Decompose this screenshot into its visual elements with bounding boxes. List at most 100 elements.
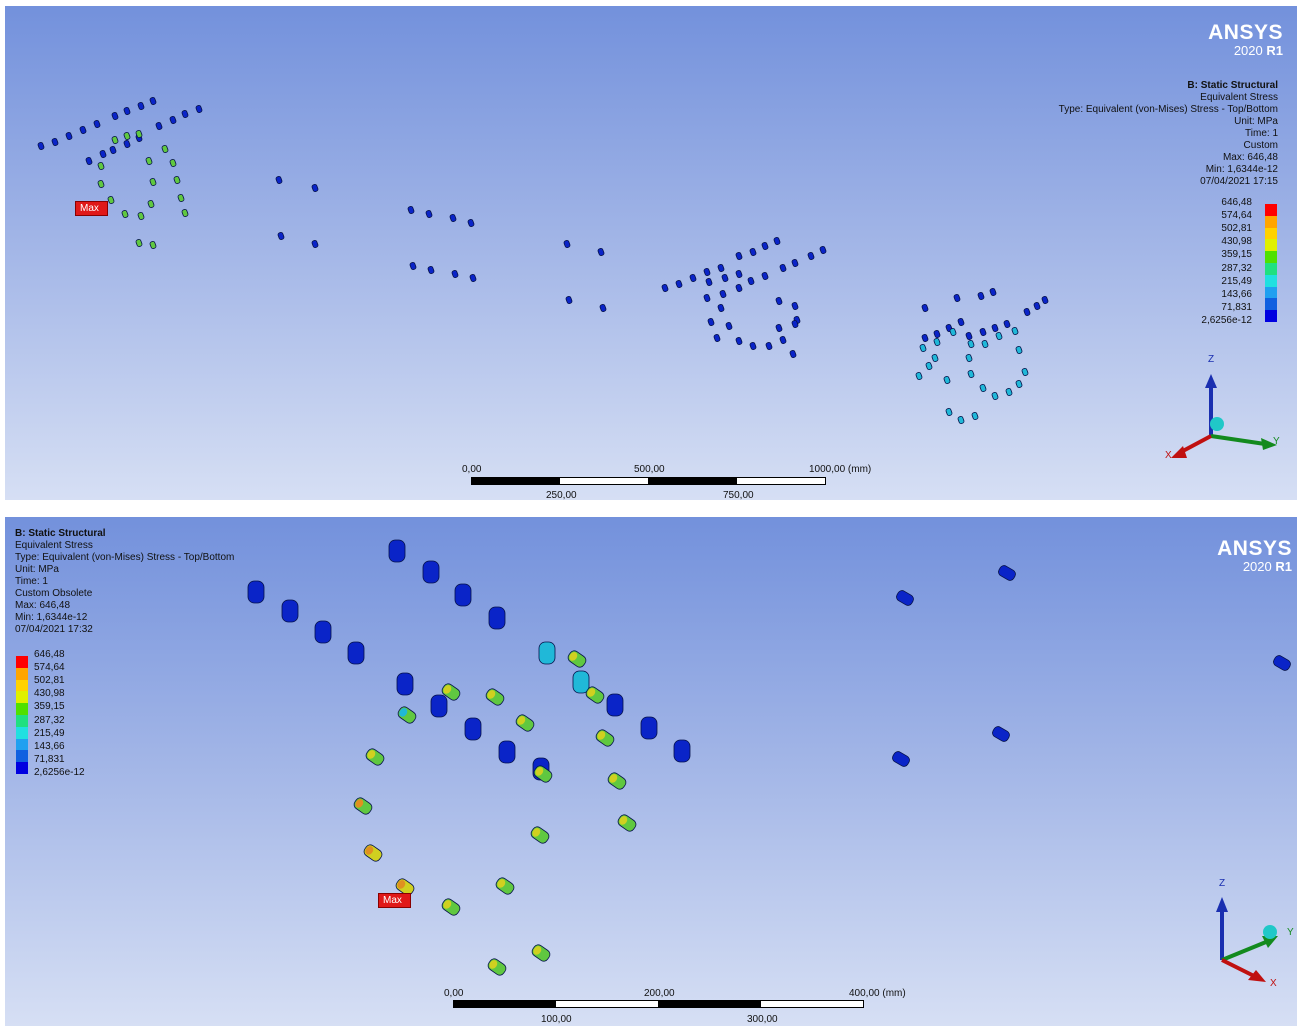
max-probe-label[interactable]: Max [378,888,411,908]
color-legend[interactable]: 646,48 574,64 502,81 430,98 359,15 287,3… [15,648,115,783]
legend-color-bar [1265,204,1277,322]
fastener-body [247,580,265,604]
fastener-body [1011,327,1019,335]
model-scene[interactable] [5,6,1297,500]
fastener-body [97,162,105,170]
fastener-body [599,304,607,312]
model-scene[interactable] [5,517,1297,1026]
scale-segment [658,1000,761,1008]
legend-color-swatch [1265,274,1277,287]
max-probe-label[interactable]: Max [75,196,108,216]
legend-label: 143,66 [1221,289,1252,300]
legend-label: 430,98 [1221,236,1252,247]
fastener-body [467,219,475,227]
fastener-body [931,354,939,362]
fastener-body [425,210,433,218]
legend-color-swatch [16,750,28,763]
fastener-body [689,274,697,282]
fastener-body [585,686,605,704]
fastener-body [957,318,965,326]
fastener-body [661,284,669,292]
result-info-panel: B: Static Structural Equivalent Stress T… [15,528,234,636]
fastener-body [363,844,383,862]
legend-color-swatch [16,726,28,739]
coordinate-triad-icon[interactable]: Z X Y [1155,348,1285,468]
scale-label: 200,00 [644,988,675,999]
fastener-body [430,694,448,718]
fastener-body [109,146,117,154]
fastener-body [640,716,658,740]
legend-label: 71,831 [1221,302,1252,313]
scale-label: 300,00 [747,1014,778,1025]
fastener-body [991,324,999,332]
fastener-body [595,729,615,747]
legend-label: 215,49 [1221,276,1252,287]
legend-label: 502,81 [1221,223,1252,234]
legend-status: Custom Obsolete [15,588,93,599]
fastener-body [567,650,587,668]
scale-segment [471,477,560,485]
legend-label: 359,15 [34,701,65,712]
fastener-body [572,670,590,694]
fastener-body [137,212,145,220]
fastener-body [409,262,417,270]
scale-label: 750,00 [723,490,754,500]
fastener-body [717,264,725,272]
graphics-viewport-top[interactable]: Max ANSYS 2020 R1 B: Static Structural E… [5,6,1297,500]
result-time: Time: 1 [1245,128,1278,139]
analysis-title: B: Static Structural [15,528,106,539]
fastener-body [747,277,755,285]
fastener-body [896,590,914,606]
scale-label: 0,00 [444,988,464,999]
fastener-body [703,268,711,276]
result-unit: Unit: MPa [15,564,59,575]
fastener-body [967,370,975,378]
fastener-body [735,270,743,278]
fastener-body [807,252,815,260]
fastener-body [99,150,107,158]
fastener-body [773,237,781,245]
logo-brand: ANSYS [1217,537,1292,560]
fastener-body [169,159,177,167]
legend-color-swatch [1265,215,1277,228]
scale-segment [760,1000,864,1008]
result-max: Max: 646,48 [15,600,71,611]
coordinate-triad-icon[interactable]: Z X Y [1190,872,1295,992]
fastener-body [427,266,435,274]
legend-label: 2,6256e-12 [34,767,85,778]
result-min: Min: 1,6344e-12 [1205,164,1278,175]
legend-label: 646,48 [1221,197,1252,208]
axis-y-label: Y [1287,927,1294,938]
fastener-body [607,772,627,790]
result-min: Min: 1,6344e-12 [15,612,88,623]
scale-bar: 0,00 500,00 1000,00 (mm) 250,00 750,00 [460,464,890,500]
scale-label: 500,00 [634,464,665,475]
fastener-body [1041,296,1049,304]
fastener-body [51,138,59,146]
legend-color-swatch [16,714,28,727]
fastener-body [538,641,556,665]
fastener-body [149,241,157,249]
fastener-body [181,209,189,217]
fastener-body [713,334,721,342]
scale-segment [555,1000,659,1008]
fastener-body [531,944,551,962]
fastener-body [93,120,101,128]
graphics-viewport-bottom[interactable]: Max ANSYS 2020 R1 B: Static Structural E… [5,517,1297,1026]
result-date: 07/04/2021 17:32 [15,624,93,635]
fastener-body [597,248,605,256]
fastener-body [365,748,385,766]
fastener-body [765,342,773,350]
result-unit: Unit: MPa [1234,116,1278,127]
fastener-body [173,176,181,184]
fastener-body [145,157,153,165]
fastener-body [565,296,573,304]
result-info-panel: B: Static Structural Equivalent Stress T… [1059,80,1278,188]
fastener-body [977,292,985,300]
color-legend[interactable]: 646,48 574,64 502,81 430,98 359,15 287,3… [1185,198,1285,328]
scale-bar: 0,00 200,00 400,00 (mm) 100,00 300,00 [442,988,922,1026]
fastener-body [485,688,505,706]
legend-label: 143,66 [34,741,65,752]
legend-label: 430,98 [34,688,65,699]
fastener-body [943,376,951,384]
